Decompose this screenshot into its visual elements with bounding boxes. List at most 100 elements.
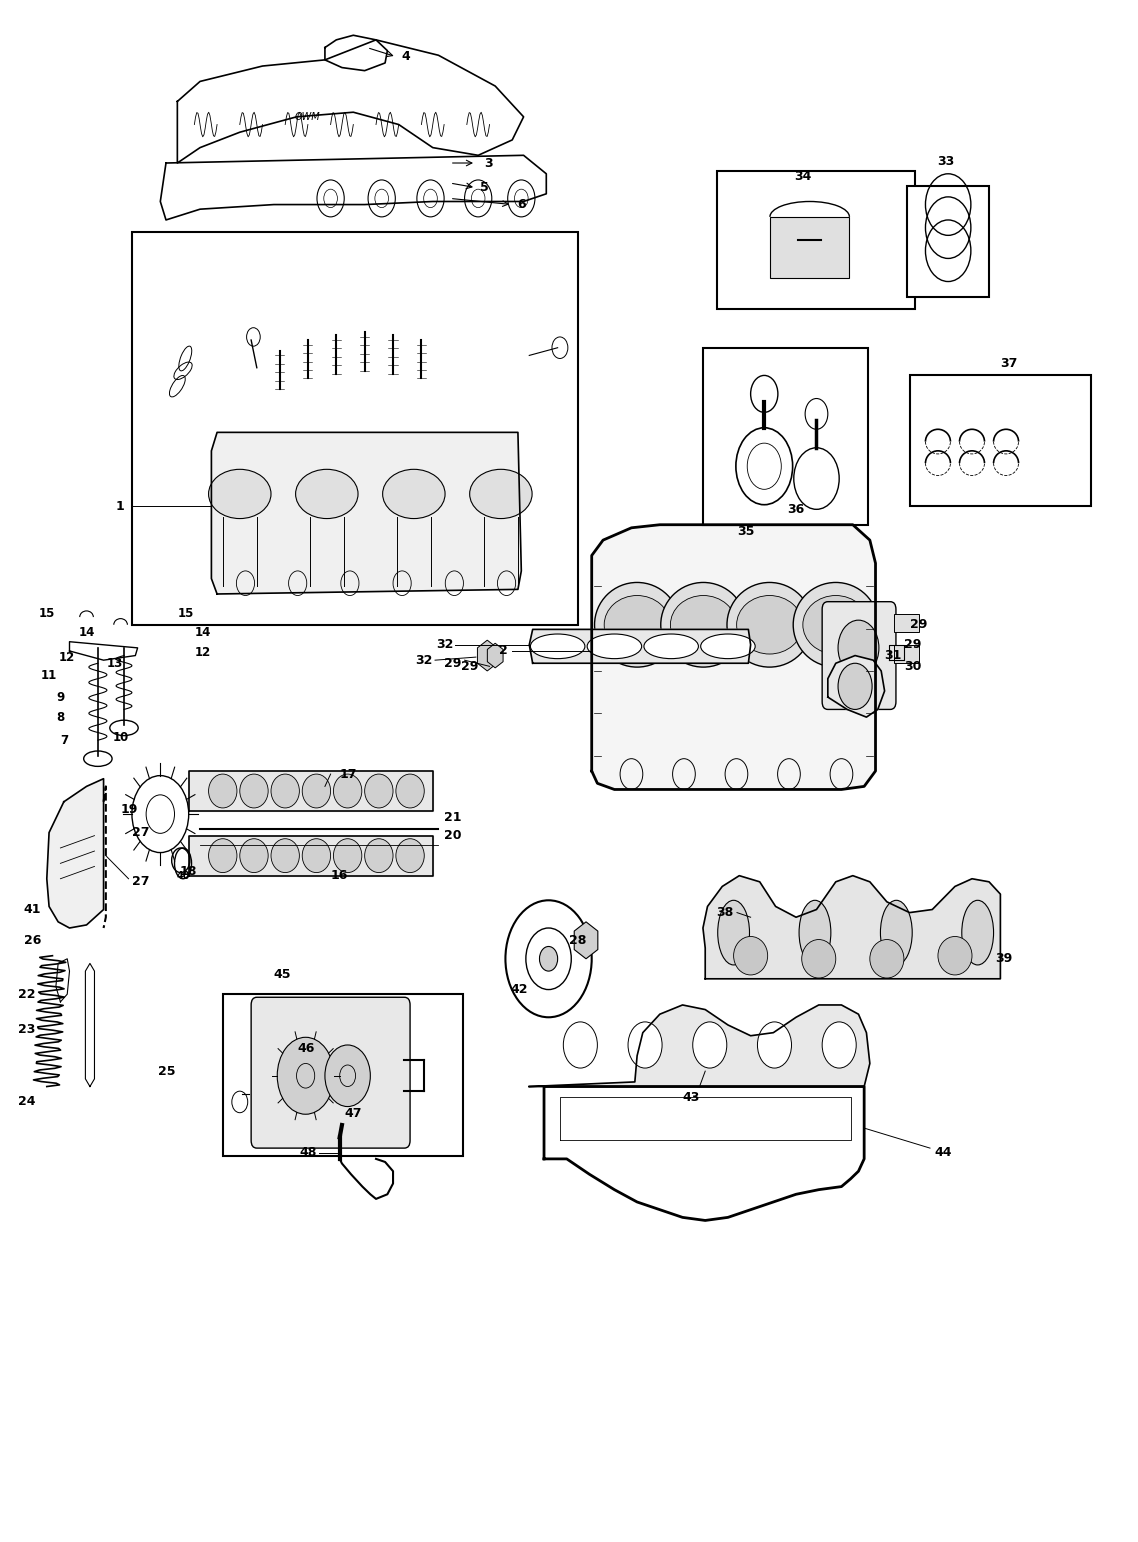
Text: 44: 44 [934,1146,953,1160]
Ellipse shape [84,751,112,766]
Ellipse shape [333,774,362,808]
Ellipse shape [881,901,913,965]
Bar [717,171,915,310]
Text: 14: 14 [195,626,211,638]
Text: 39: 39 [995,953,1012,965]
Text: 16: 16 [331,870,348,882]
Text: 43: 43 [683,1092,700,1104]
Text: 24: 24 [18,1095,36,1109]
Text: 6: 6 [517,197,526,211]
Polygon shape [212,432,521,594]
Text: 9: 9 [56,691,65,703]
Ellipse shape [364,839,393,873]
FancyBboxPatch shape [251,998,410,1149]
Text: 42: 42 [510,984,528,996]
Polygon shape [592,524,875,790]
Polygon shape [189,771,432,811]
Text: 15: 15 [178,608,193,620]
FancyBboxPatch shape [822,601,896,709]
Polygon shape [178,40,523,163]
Polygon shape [703,876,1000,979]
Text: 29: 29 [461,660,478,672]
Text: 29: 29 [909,618,927,631]
Polygon shape [827,655,884,717]
Text: 10: 10 [113,731,129,743]
Bar [132,233,578,625]
Bar [703,347,867,524]
Text: 20: 20 [444,830,462,842]
Polygon shape [529,1005,869,1087]
Text: 15: 15 [39,608,55,620]
Polygon shape [160,156,546,221]
Circle shape [822,1022,856,1069]
Text: 37: 37 [1000,356,1017,370]
Text: 47: 47 [345,1107,362,1119]
Text: 46: 46 [297,1041,314,1055]
Ellipse shape [296,469,358,518]
Ellipse shape [396,839,424,873]
Ellipse shape [734,936,768,975]
Ellipse shape [644,634,699,658]
Circle shape [758,1022,792,1069]
Bar [223,995,463,1156]
Ellipse shape [962,901,993,965]
Text: 5: 5 [480,180,489,194]
Text: 31: 31 [884,649,902,662]
Text: 12: 12 [59,651,75,663]
Text: 28: 28 [569,934,586,947]
Ellipse shape [240,774,269,808]
Ellipse shape [604,595,670,654]
Text: 13: 13 [107,657,123,669]
Text: 11: 11 [41,669,57,682]
Text: 14: 14 [79,626,94,638]
Text: 36: 36 [787,503,805,517]
Ellipse shape [801,939,835,978]
Text: 17: 17 [339,768,357,780]
Ellipse shape [382,469,445,518]
Ellipse shape [470,469,533,518]
Text: 35: 35 [737,524,754,538]
Text: 32: 32 [436,638,453,651]
Text: 29: 29 [444,657,461,669]
Ellipse shape [938,936,972,975]
Polygon shape [544,1087,864,1220]
Bar [770,217,849,279]
Circle shape [325,1045,370,1107]
Text: 33: 33 [938,154,955,168]
Text: 23: 23 [18,1022,35,1036]
Ellipse shape [396,774,424,808]
Circle shape [628,1022,662,1069]
Ellipse shape [799,901,831,965]
Ellipse shape [303,839,331,873]
Text: 7: 7 [60,734,68,746]
Text: 25: 25 [158,1064,175,1078]
Text: 1: 1 [115,500,124,513]
Ellipse shape [530,634,585,658]
Ellipse shape [661,583,745,668]
Text: 40: 40 [176,871,190,880]
Text: 26: 26 [24,934,41,947]
Text: 8: 8 [56,711,65,723]
Bar [893,645,918,663]
Circle shape [278,1038,335,1115]
Polygon shape [47,779,104,928]
Bar [907,187,989,298]
Text: 19: 19 [121,803,138,816]
Polygon shape [189,836,432,876]
Text: 38: 38 [716,907,734,919]
Ellipse shape [670,595,736,654]
Ellipse shape [793,583,879,668]
Text: 18: 18 [180,865,197,877]
Circle shape [838,620,879,675]
Ellipse shape [208,774,237,808]
Text: 4: 4 [401,51,410,63]
Text: 12: 12 [195,646,211,658]
Ellipse shape [271,774,299,808]
Ellipse shape [594,583,679,668]
Ellipse shape [208,839,237,873]
Ellipse shape [718,901,750,965]
Text: OWM: OWM [295,113,321,122]
Ellipse shape [869,939,904,978]
Text: 27: 27 [132,827,149,839]
Circle shape [539,947,558,971]
